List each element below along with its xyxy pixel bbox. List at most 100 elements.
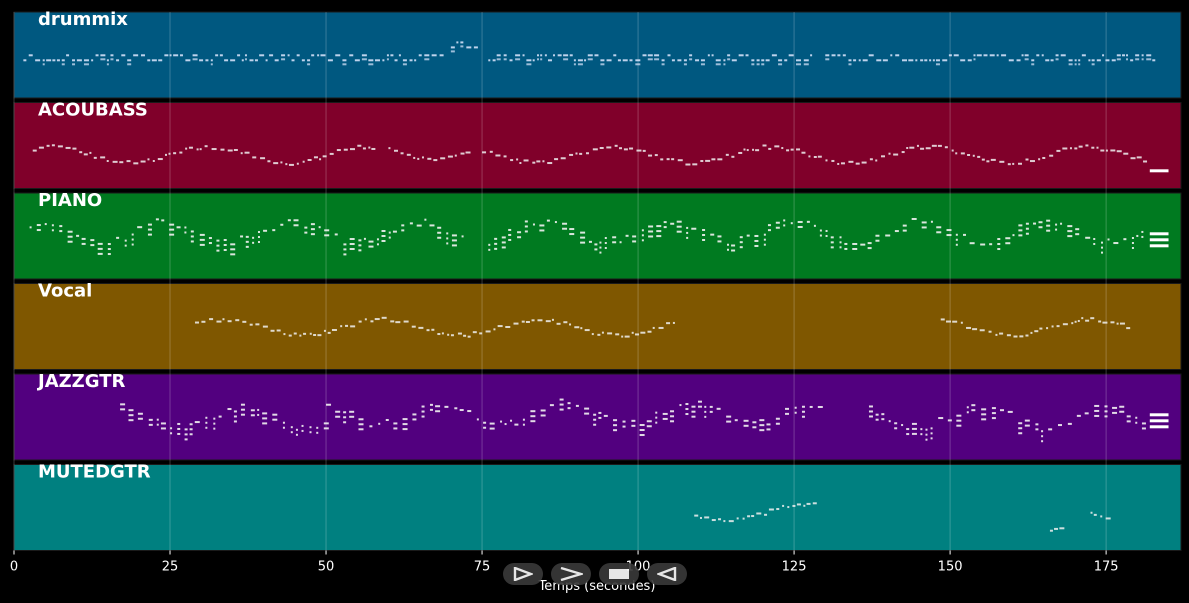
note <box>676 220 682 223</box>
note <box>704 405 707 408</box>
note <box>81 237 86 240</box>
note <box>852 242 858 245</box>
note <box>855 162 860 165</box>
track-label-vocal: Vocal <box>38 281 92 302</box>
note <box>1136 234 1139 237</box>
note <box>1019 335 1024 338</box>
note <box>999 160 1005 163</box>
forward-button[interactable] <box>551 563 591 585</box>
note <box>371 147 376 150</box>
note <box>723 520 726 523</box>
note <box>739 246 743 249</box>
note <box>1067 235 1073 238</box>
note <box>752 421 757 424</box>
note <box>936 226 942 229</box>
note <box>1113 242 1119 245</box>
note <box>1056 149 1061 152</box>
note <box>59 225 63 228</box>
note <box>121 54 126 57</box>
note <box>390 320 395 323</box>
note <box>179 151 183 154</box>
note <box>725 153 729 156</box>
note <box>1046 219 1051 222</box>
note <box>1119 410 1125 413</box>
note <box>685 413 689 416</box>
note <box>1085 144 1089 147</box>
note <box>280 161 283 164</box>
note <box>223 244 227 247</box>
note <box>1130 157 1136 160</box>
note <box>100 156 106 159</box>
note <box>335 54 341 57</box>
note <box>901 424 904 427</box>
note <box>1135 416 1138 419</box>
note <box>216 244 220 247</box>
note <box>948 54 952 57</box>
note <box>509 59 513 62</box>
note <box>1060 54 1066 57</box>
note <box>592 148 598 151</box>
note <box>107 248 111 251</box>
note <box>715 63 721 66</box>
note <box>882 59 888 62</box>
note <box>392 230 397 233</box>
note <box>584 59 587 62</box>
note <box>220 148 225 151</box>
note <box>1119 322 1125 325</box>
tick-label: 25 <box>162 560 179 575</box>
note <box>946 229 952 232</box>
note <box>184 231 187 234</box>
note <box>615 333 620 336</box>
note <box>901 151 905 154</box>
note <box>862 59 868 62</box>
note <box>296 54 300 57</box>
stop-button[interactable] <box>599 563 639 585</box>
note <box>147 228 152 231</box>
note <box>631 331 634 334</box>
note <box>1041 54 1044 57</box>
note <box>920 433 923 436</box>
note <box>709 410 713 413</box>
note <box>267 160 271 163</box>
note <box>661 63 665 66</box>
note <box>991 417 996 420</box>
note <box>1093 237 1096 240</box>
note <box>263 229 268 232</box>
note <box>317 54 320 57</box>
note <box>858 59 861 62</box>
note <box>806 502 811 505</box>
note <box>613 429 618 432</box>
note <box>416 224 422 227</box>
note <box>563 58 569 61</box>
note <box>981 418 987 421</box>
note <box>421 156 424 159</box>
play-button[interactable] <box>503 563 543 585</box>
note <box>250 414 255 417</box>
note <box>756 512 762 515</box>
note <box>100 58 106 61</box>
note <box>100 54 106 57</box>
note <box>549 404 554 407</box>
note <box>324 234 330 237</box>
rewind-button[interactable] <box>647 563 687 585</box>
note <box>441 332 444 335</box>
note <box>1024 58 1029 61</box>
note <box>519 162 522 165</box>
note <box>848 160 854 163</box>
note <box>654 58 660 61</box>
note <box>342 59 347 62</box>
note <box>489 427 495 430</box>
note <box>704 410 707 413</box>
note <box>1059 527 1065 530</box>
note <box>545 320 551 323</box>
note <box>223 239 227 242</box>
note <box>170 427 173 430</box>
note <box>307 63 311 66</box>
note <box>1090 317 1095 320</box>
note <box>424 58 430 61</box>
note <box>489 422 495 425</box>
track-lane-vocal <box>13 283 1182 370</box>
note <box>940 318 945 321</box>
note <box>747 515 751 518</box>
note <box>456 41 459 44</box>
